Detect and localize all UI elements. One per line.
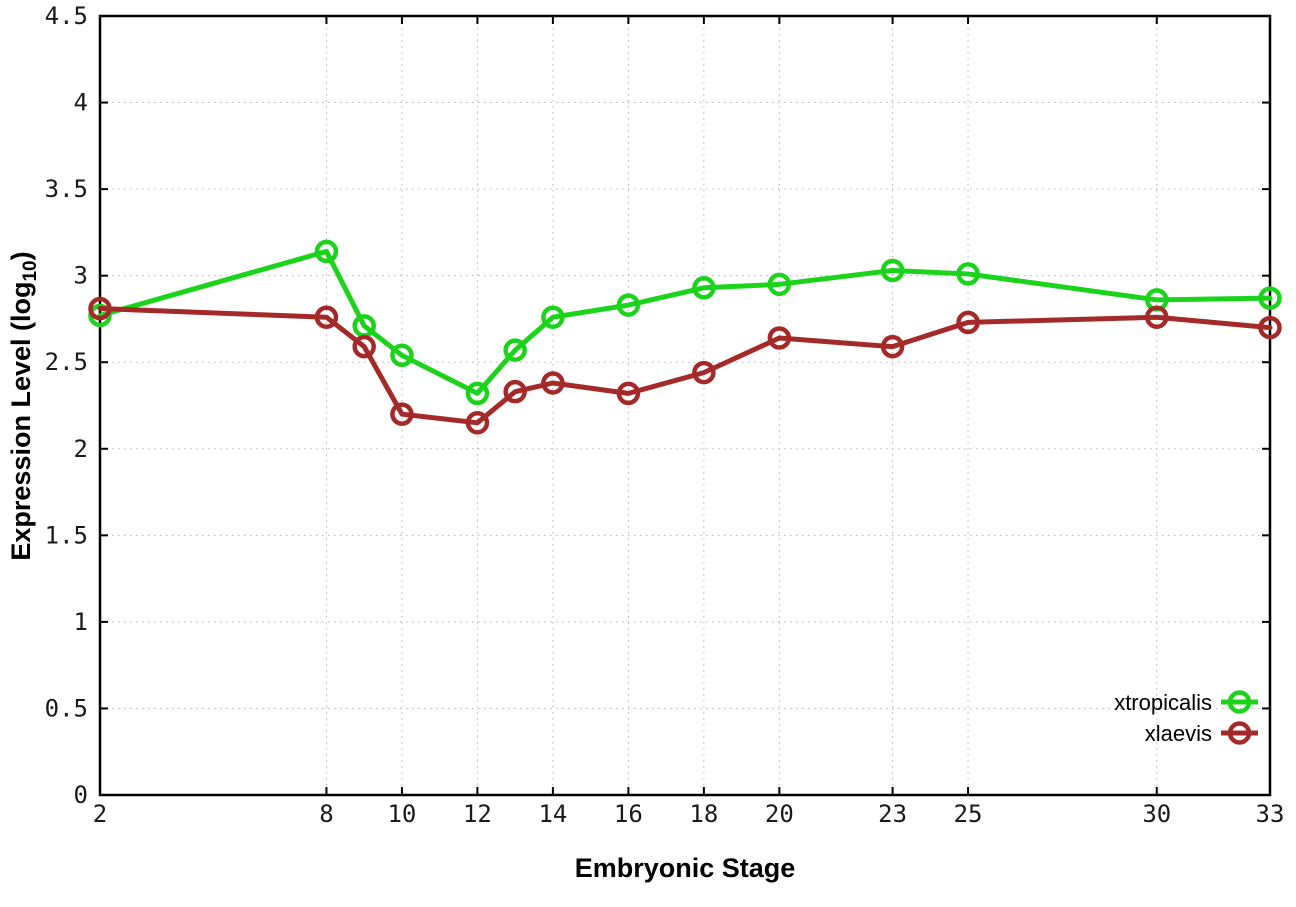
data-point-xtropicalis: [956, 262, 980, 286]
x-tick-label: 18: [689, 800, 718, 828]
x-tick-label: 25: [954, 800, 983, 828]
data-point-xlaevis: [314, 305, 339, 329]
x-tick-label: 23: [878, 800, 907, 828]
data-point-xlaevis: [541, 371, 565, 395]
data-point-xtropicalis: [465, 381, 490, 406]
data-point-xlaevis: [616, 381, 641, 406]
y-axis-title: Expression Level (log10): [6, 251, 41, 560]
data-point-xlaevis: [88, 296, 112, 321]
y-axis-title-subscript: 10: [20, 260, 41, 281]
series-line-xlaevis: [97, 306, 1273, 426]
x-tick-label: 33: [1256, 800, 1285, 828]
data-point-xlaevis: [390, 402, 414, 426]
y-tick-label: 2.5: [45, 348, 88, 376]
x-tick-label: 20: [765, 800, 794, 828]
y-tick-label: 3: [74, 262, 88, 290]
x-tick-label: 16: [614, 800, 643, 828]
x-tick-label: 14: [538, 800, 567, 828]
data-point-xtropicalis: [503, 338, 527, 362]
legend-sample-marker-xtropicalis: [1227, 690, 1252, 714]
y-tick-label: 2: [74, 435, 88, 463]
data-point-xtropicalis: [1258, 286, 1282, 310]
data-point-xlaevis: [503, 379, 527, 404]
y-tick-label: 3.5: [45, 175, 88, 203]
legend-label-xtropicalis: xtropicalis: [1114, 690, 1212, 715]
y-axis-title-main: Expression Level (log: [6, 282, 36, 561]
data-point-xlaevis: [692, 360, 716, 385]
data-point-xtropicalis: [88, 303, 112, 328]
data-point-xlaevis: [465, 411, 490, 435]
data-point-xtropicalis: [880, 258, 905, 283]
series-line-xtropicalis: [97, 248, 1273, 396]
data-point-xlaevis: [1258, 315, 1282, 340]
data-point-xtropicalis: [767, 272, 792, 297]
x-tick-label: 30: [1142, 800, 1171, 828]
data-point-xtropicalis: [390, 343, 414, 368]
data-point-xlaevis: [956, 310, 980, 335]
legend-label-xlaevis: xlaevis: [1145, 721, 1212, 746]
plot-border: [98, 14, 1272, 797]
data-point-xtropicalis: [541, 305, 565, 329]
data-point-xlaevis: [880, 334, 905, 359]
y-tick-label: 1: [74, 608, 88, 636]
data-point-xtropicalis: [692, 276, 716, 300]
y-tick-label: 0: [74, 781, 88, 809]
data-point-xtropicalis: [616, 293, 641, 317]
legend-sample-marker-xlaevis: [1227, 721, 1252, 745]
y-tick-label: 0.5: [45, 694, 88, 722]
x-tick-label: 12: [463, 800, 492, 828]
y-axis-title-suffix: ): [6, 251, 36, 260]
y-tick-label: 1.5: [45, 521, 88, 549]
data-point-xtropicalis: [314, 239, 339, 264]
data-point-xlaevis: [352, 334, 376, 359]
x-tick-label: 8: [319, 800, 333, 828]
x-tick-label: 10: [387, 800, 416, 828]
x-axis-title: Embryonic Stage: [575, 853, 796, 883]
x-tick-label: 2: [93, 800, 107, 828]
data-point-xlaevis: [767, 326, 792, 350]
y-tick-label: 4: [74, 89, 88, 117]
data-point-xlaevis: [1145, 305, 1169, 329]
y-tick-label: 4.5: [45, 2, 88, 30]
